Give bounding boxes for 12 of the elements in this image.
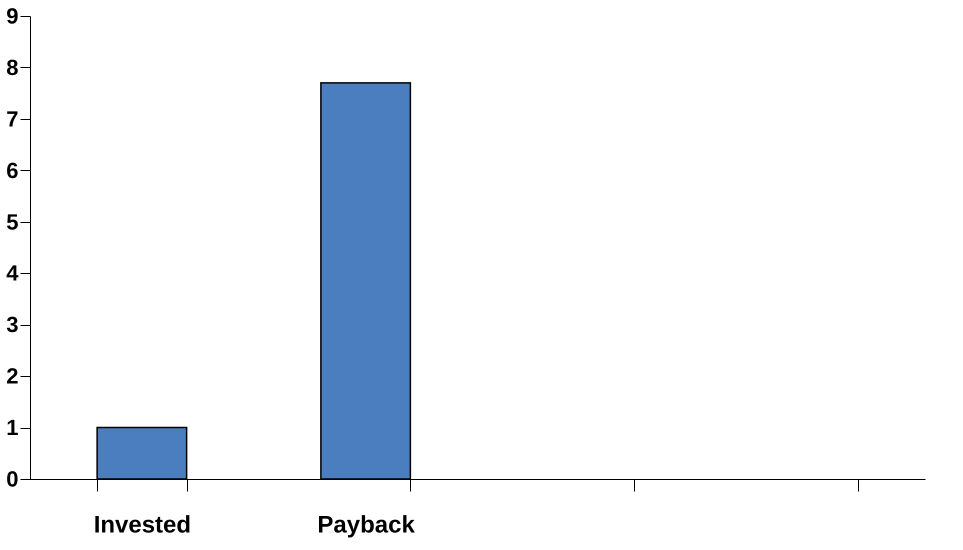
x-tick-label: Invested (94, 512, 192, 538)
y-tick-label: 6 (6, 158, 18, 183)
y-tick-label: 2 (6, 364, 18, 389)
y-tick-label: 4 (6, 260, 20, 286)
y-tick-label: 0 (6, 466, 18, 492)
y-tick-label: 1 (6, 415, 18, 440)
y-tick-label: 5 (6, 209, 18, 234)
y-tick-label: 8 (6, 54, 18, 80)
y-tick-label: 3 (6, 312, 18, 338)
x-tick-label: Payback (317, 512, 416, 538)
y-tick-label: 7 (6, 106, 18, 132)
y-tick-label: 9 (6, 4, 18, 28)
